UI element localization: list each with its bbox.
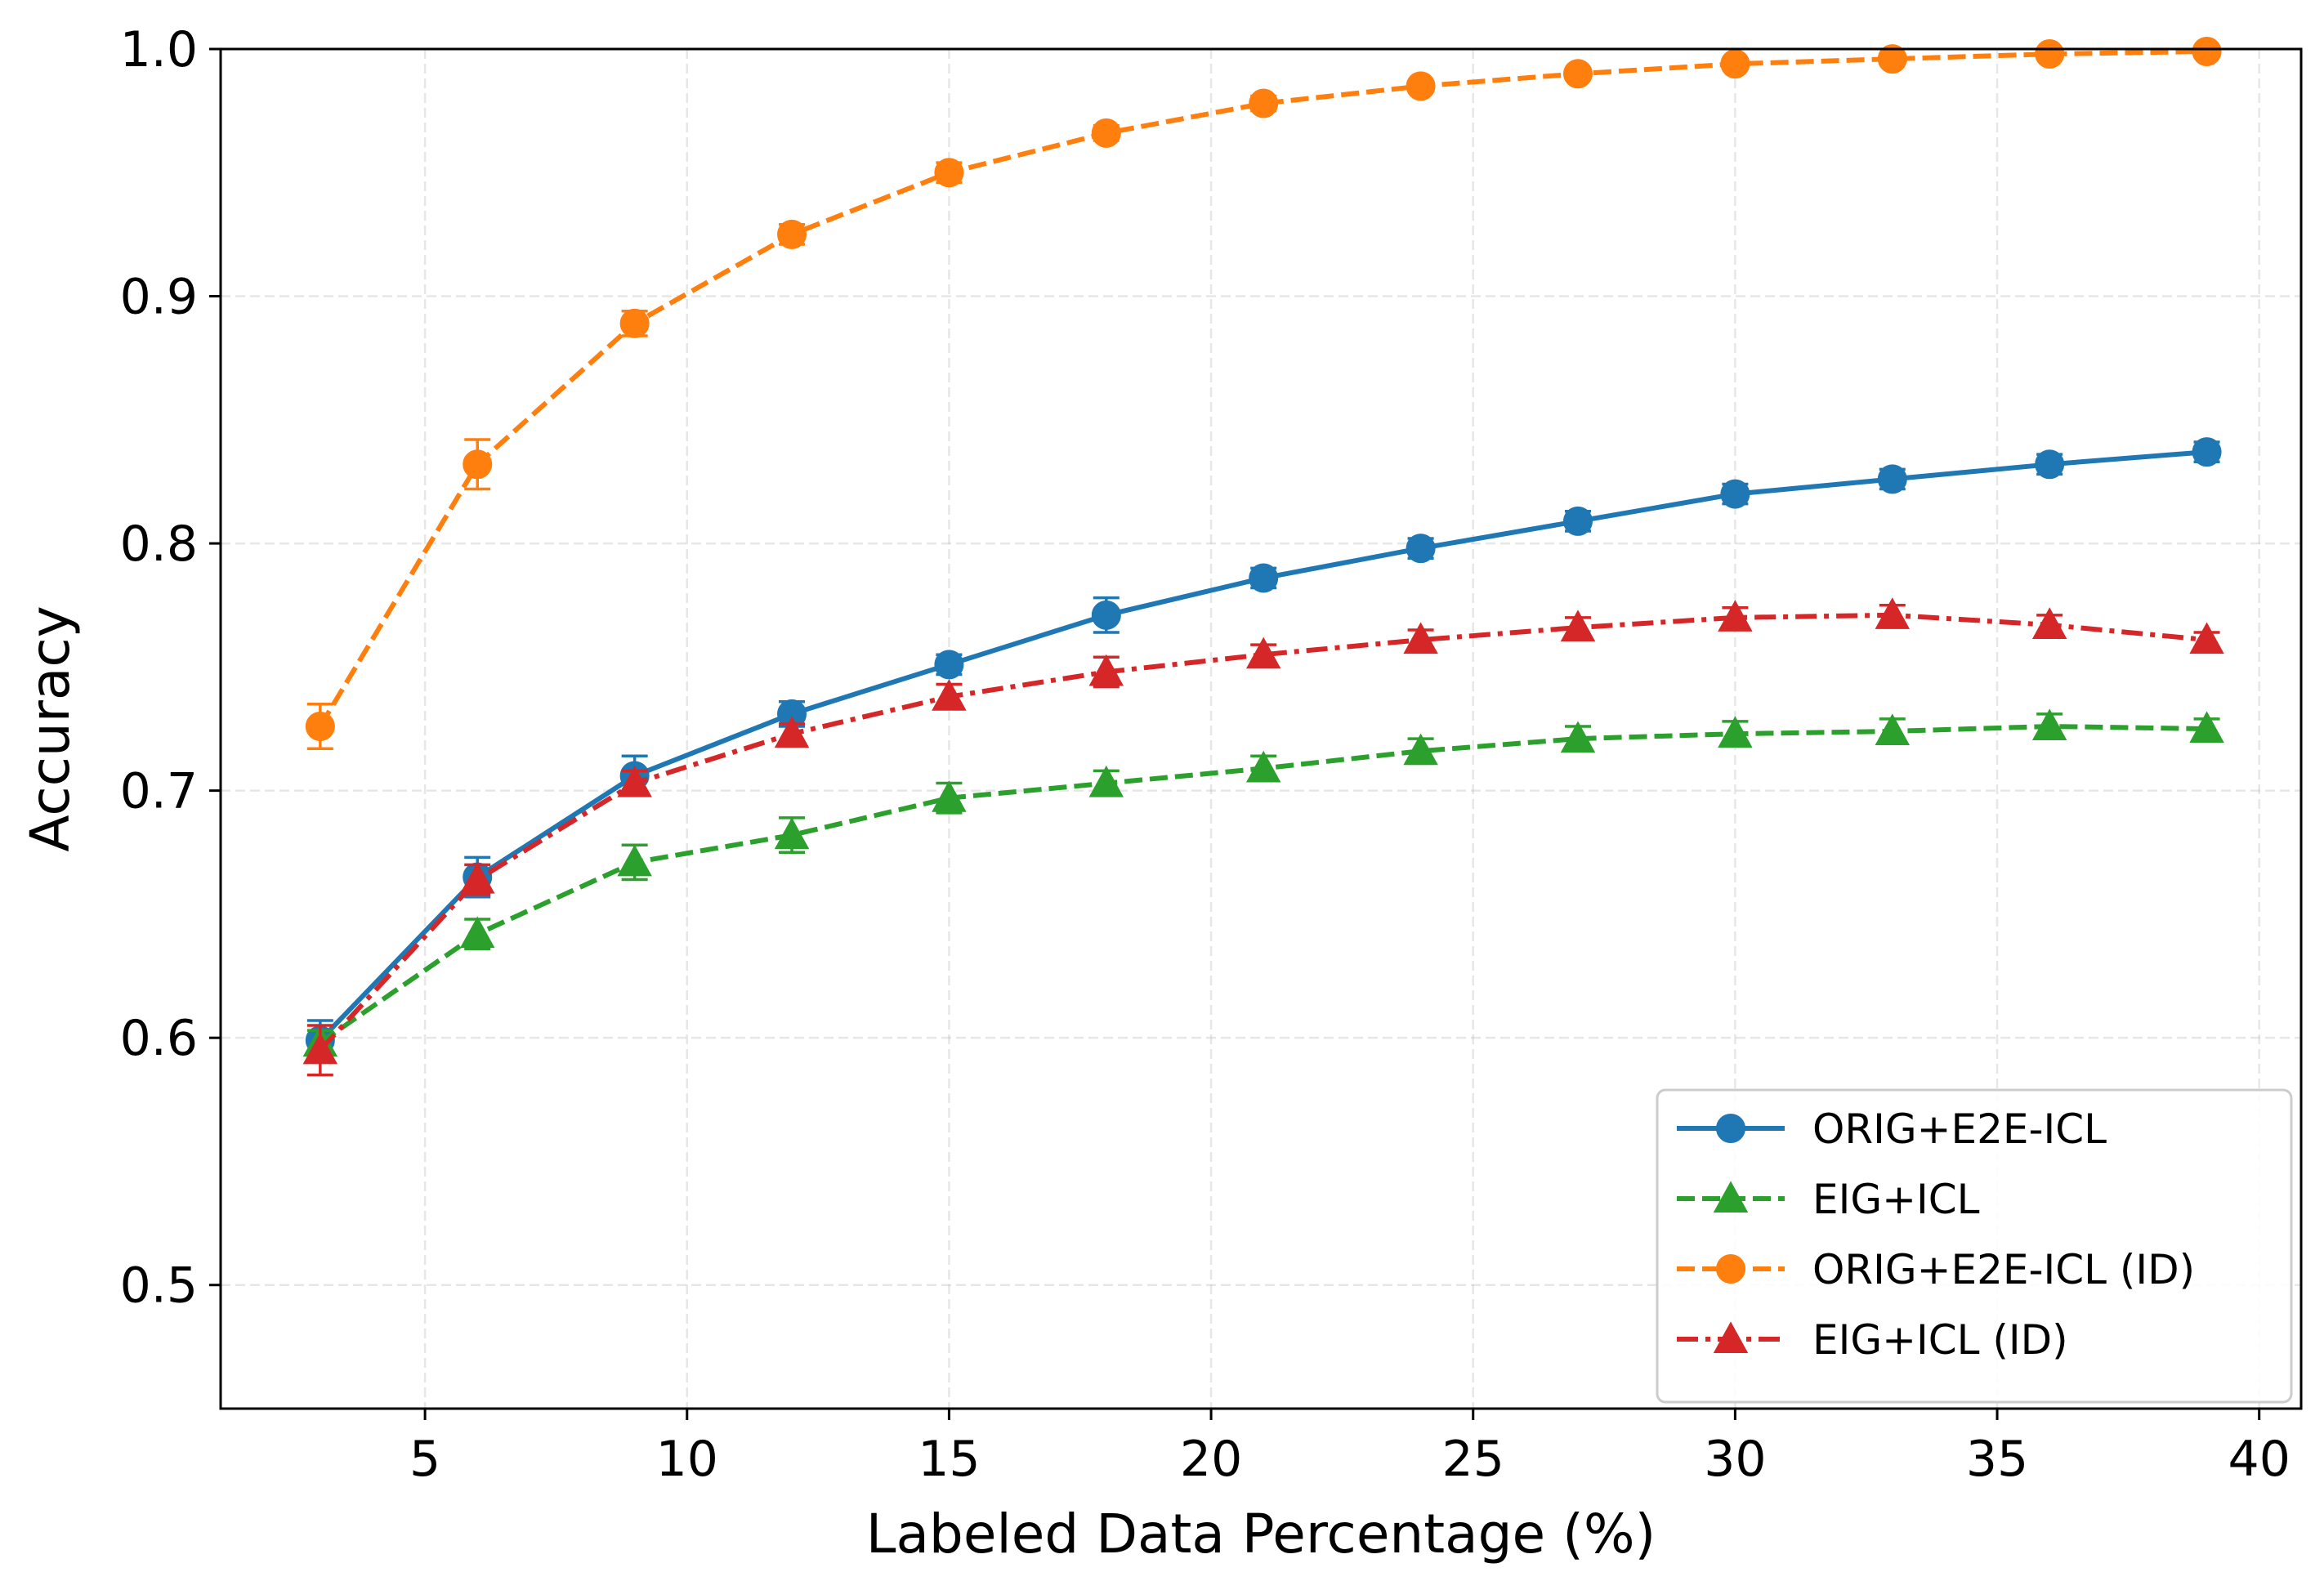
legend-marker [1716,1114,1745,1143]
plot-frame [219,47,2303,1410]
data-point [1245,750,1281,783]
data-point [1875,713,1911,746]
series-layer [302,37,2224,1077]
data-point [1406,534,1436,564]
data-point [1249,563,1279,593]
series-1 [302,708,2224,1057]
data-point [1245,636,1281,669]
data-point [1718,600,1753,632]
data-point [1560,610,1596,641]
legend-label: ORIG+E2E-ICL [1812,1105,2107,1153]
data-point [1877,44,1907,74]
data-point [2189,622,2224,654]
legend-box [1656,1088,2293,1404]
data-point [463,449,493,480]
legend-label: EIG+ICL (ID) [1812,1316,2068,1364]
data-point [1560,721,1596,753]
data-point [460,916,495,949]
data-point [774,817,810,850]
data-point [1403,733,1438,766]
data-point [619,308,650,338]
data-point [1562,59,1593,89]
series-3 [302,597,2224,1077]
data-point [1088,654,1124,686]
legend-label: EIG+ICL [1812,1176,1980,1223]
x-tick-label: 5 [409,1431,440,1488]
legend-item: EIG+ICL [1677,1176,1980,1223]
x-tick-label: 25 [1442,1431,1504,1488]
legend-marker [1713,1181,1749,1213]
data-point [1877,464,1907,494]
x-axis-title: Labeled Data Percentage (%) [866,1503,1656,1565]
data-point [2035,449,2065,480]
data-point [1720,49,1750,79]
data-point [1720,479,1750,509]
data-point [460,861,495,894]
data-point [1091,118,1121,148]
legend-marker [1716,1254,1745,1284]
x-tick-label: 40 [2228,1431,2290,1488]
data-point [302,1032,338,1065]
data-point [1875,597,1911,629]
data-point [932,780,967,812]
x-tick-label: 15 [918,1431,980,1488]
data-point [2031,708,2067,741]
data-point [1088,765,1124,797]
legend-item: EIG+ICL (ID) [1677,1316,2068,1364]
x-axis-ticks: 5 10 15 20 25 30 35 40 [409,1409,2290,1488]
y-tick-label: 0.9 [120,269,198,326]
y-tick-label: 0.8 [120,516,198,573]
y-tick-label: 0.6 [120,1010,198,1067]
data-point [305,711,335,741]
data-point [1249,88,1279,118]
y-tick-label: 1.0 [120,21,198,78]
legend-item: ORIG+E2E-ICL [1677,1105,2107,1153]
data-point [2035,39,2065,69]
data-point [2031,607,2067,639]
data-point [617,765,652,797]
legend: ORIG+E2E-ICL EIG+ICL ORIG+E2E-ICL (ID) EIG+… [1656,1088,2293,1404]
y-tick-label: 0.7 [120,763,198,820]
data-point [617,844,652,877]
legend-marker [1713,1321,1749,1354]
data-point [2192,37,2222,67]
data-point [2189,711,2224,744]
y-axis-ticks: 0.5 0.6 0.7 0.8 0.9 1.0 [120,21,221,1315]
x-tick-label: 10 [656,1431,718,1488]
legend-label: ORIG+E2E-ICL (ID) [1812,1246,2195,1293]
legend-item: ORIG+E2E-ICL (ID) [1677,1246,2195,1293]
x-tick-label: 30 [1704,1431,1766,1488]
data-point [1718,716,1753,748]
x-tick-label: 20 [1180,1431,1242,1488]
data-point [1406,71,1436,101]
y-axis-title: Accuracy [19,605,82,851]
y-tick-label: 0.5 [120,1257,198,1315]
data-point [934,158,964,188]
data-point [777,219,807,249]
data-point [2192,437,2222,467]
data-point [934,650,964,680]
data-point [1403,622,1438,654]
series-2 [305,37,2222,750]
data-point [1091,600,1121,630]
x-tick-label: 35 [1966,1431,2028,1488]
data-point [1562,506,1593,536]
data-point [932,679,967,711]
data-point [774,716,810,748]
